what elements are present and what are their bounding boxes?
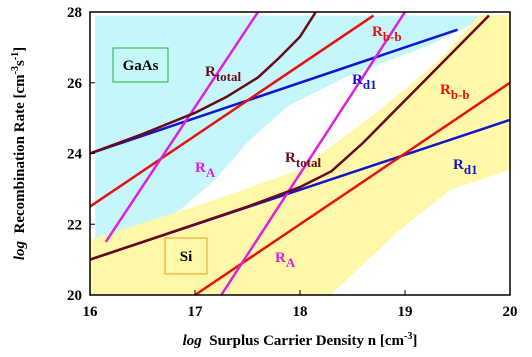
series-line bbox=[90, 28, 458, 155]
x-tick-label: 18 bbox=[293, 304, 308, 320]
region-box bbox=[164, 237, 208, 275]
label-part: R bbox=[453, 157, 464, 173]
y-tick-label: 24 bbox=[67, 147, 83, 163]
space bbox=[12, 234, 28, 242]
label-part: d1 bbox=[464, 162, 478, 177]
x-tick-label: 16 bbox=[83, 304, 99, 320]
region-label: GaAs bbox=[123, 58, 159, 74]
label-part: R bbox=[372, 24, 383, 40]
series-label: RA bbox=[195, 160, 216, 180]
label-part: d1 bbox=[363, 77, 377, 92]
label-part: -3 bbox=[404, 331, 412, 342]
label-part: Recombination Rate [cm bbox=[12, 74, 28, 234]
label-part: total bbox=[296, 155, 322, 170]
label-part: ] bbox=[12, 47, 28, 52]
y-tick-label: 28 bbox=[67, 5, 82, 21]
label-part: b-b bbox=[451, 87, 470, 102]
region bbox=[95, 15, 491, 255]
x-tick-label: 17 bbox=[188, 304, 204, 320]
label-part: ] bbox=[412, 333, 417, 349]
label-part: Surplus Carrier Density n [cm bbox=[209, 333, 404, 349]
label-part: b-b bbox=[383, 29, 402, 44]
series-line bbox=[104, 12, 260, 243]
x-axis-label: log Surplus Carrier Density n [cm-3] bbox=[183, 331, 418, 349]
plot-area bbox=[90, 12, 510, 295]
label-part: -1 bbox=[10, 52, 21, 60]
y-tick-label: 20 bbox=[67, 288, 82, 304]
label-part: s bbox=[12, 60, 28, 66]
series-line bbox=[90, 14, 375, 208]
label-part: R bbox=[205, 64, 216, 80]
region-box bbox=[112, 47, 169, 83]
y-tick-label: 26 bbox=[67, 76, 83, 92]
label-part: log bbox=[12, 241, 28, 261]
label-part: R bbox=[352, 72, 363, 88]
series-line bbox=[90, 12, 317, 155]
label-part: R bbox=[275, 250, 286, 266]
series-label: Rb-b bbox=[440, 82, 470, 102]
x-tick-label: 19 bbox=[398, 304, 413, 320]
series-line bbox=[220, 12, 407, 295]
series-label: Rd1 bbox=[352, 72, 377, 92]
label-part: total bbox=[216, 69, 242, 84]
label-part: R bbox=[440, 82, 451, 98]
label-part: A bbox=[206, 165, 216, 180]
series-label: RA bbox=[275, 250, 296, 270]
label-part: A bbox=[286, 255, 296, 270]
region-label: Si bbox=[180, 249, 193, 265]
series-label: Rd1 bbox=[453, 157, 478, 177]
series-label: Rtotal bbox=[285, 150, 322, 170]
series-line bbox=[194, 81, 510, 295]
series-line bbox=[90, 14, 490, 261]
space bbox=[202, 333, 210, 349]
label-part: R bbox=[195, 160, 206, 176]
y-axis-label: log Recombination Rate [cm-3s-1] bbox=[10, 47, 28, 260]
series-label: Rb-b bbox=[372, 24, 402, 44]
series-label: Rtotal bbox=[205, 64, 242, 84]
y-tick-label: 22 bbox=[67, 217, 82, 233]
label-part: -3 bbox=[10, 66, 21, 74]
label-part: log bbox=[183, 333, 203, 349]
label-part: R bbox=[285, 150, 296, 166]
x-tick-label: 20 bbox=[503, 304, 518, 320]
